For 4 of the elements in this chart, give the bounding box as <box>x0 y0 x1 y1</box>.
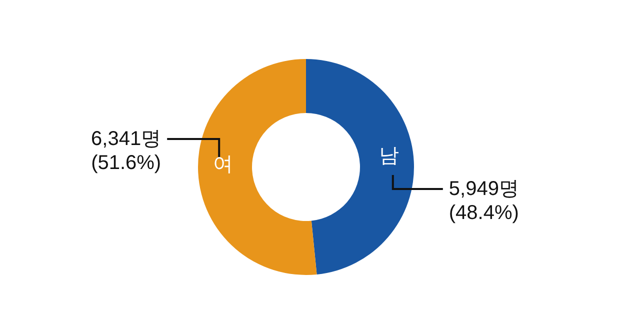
slice-label: 여 <box>213 153 234 176</box>
slice-label: 남 <box>378 145 399 168</box>
data-label: 6,341명 (51.6%) <box>91 128 162 174</box>
data-label: 5,949명 (48.4%) <box>448 178 519 224</box>
